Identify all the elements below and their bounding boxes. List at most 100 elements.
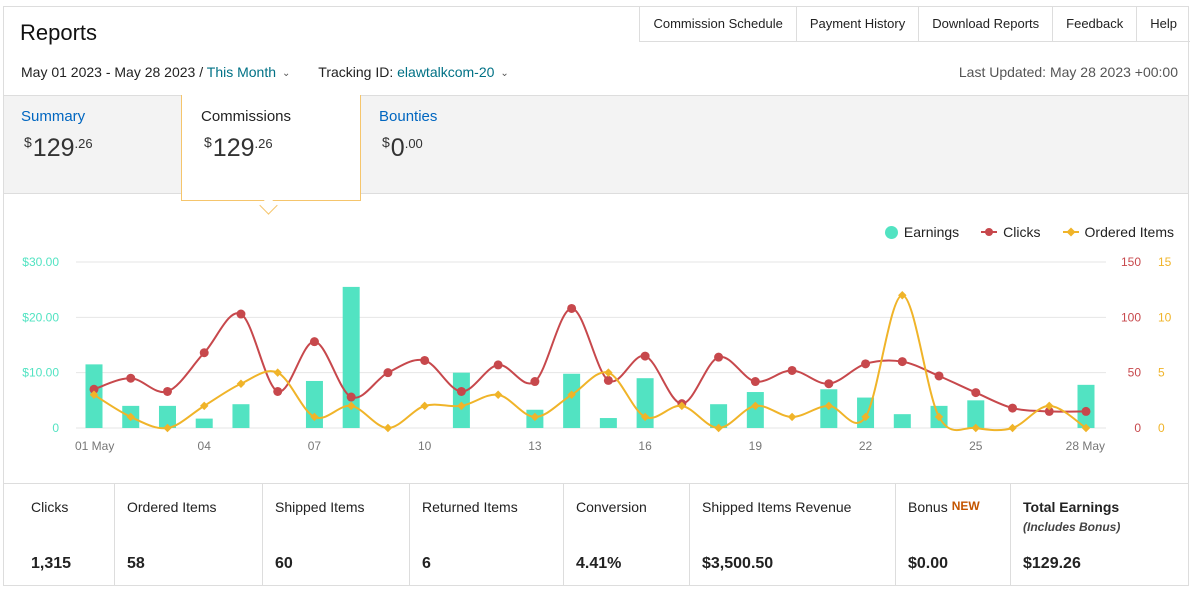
help-link[interactable]: Help — [1150, 16, 1177, 31]
y-right-ordered-tick-label: 10 — [1158, 310, 1172, 324]
commission-schedule-link[interactable]: Commission Schedule — [640, 6, 797, 41]
stat-returned-items-label: Returned Items — [422, 499, 518, 515]
ordered-items-point — [457, 401, 466, 411]
clicks-point — [861, 359, 871, 369]
tab-commissions-label: Commissions — [201, 108, 292, 125]
clicks-point — [603, 375, 613, 385]
stat-ordered-items-value: 58 — [127, 555, 145, 572]
top-nav: Commission Schedule Payment History Down… — [639, 6, 1190, 42]
clicks-point — [934, 371, 944, 381]
clicks-point — [1044, 406, 1054, 416]
legend-ordered-items-label: Ordered Items — [1084, 224, 1174, 240]
clicks-point — [126, 373, 136, 383]
earnings-bar — [158, 405, 176, 428]
ordered-items-point — [199, 401, 209, 411]
earnings-bar — [195, 418, 213, 428]
clicks-point — [199, 348, 209, 358]
y-right-clicks-tick-label: 50 — [1128, 366, 1142, 380]
ordered-items-point — [824, 401, 834, 411]
tab-bounties[interactable]: Bounties $0.00 — [379, 95, 529, 194]
clicks-point — [824, 379, 834, 389]
ordered-items-point — [89, 390, 99, 400]
date-separator: / — [195, 64, 207, 80]
earnings-bar — [636, 378, 654, 428]
x-tick-label: 10 — [418, 439, 432, 453]
y-left-tick-label: $20.00 — [22, 310, 59, 324]
stat-clicks-label: Clicks — [31, 499, 69, 515]
ordered-items-point — [383, 423, 393, 433]
clicks-point — [383, 368, 393, 378]
legend-ordered-items[interactable]: Ordered Items — [1062, 224, 1174, 240]
legend-earnings-label: Earnings — [903, 224, 960, 240]
earnings-bar — [1077, 384, 1095, 428]
stat-conversion-value: 4.41% — [576, 555, 622, 572]
earnings-bar — [232, 404, 250, 428]
stat-total-earnings-value: $129.26 — [1023, 555, 1081, 572]
tab-summary-amount: $129.26 — [24, 134, 93, 162]
stat-shipped-items-label: Shipped Items — [275, 499, 365, 515]
chevron-down-icon[interactable]: ⌄ — [500, 68, 509, 79]
y-left-tick-label: $30.00 — [22, 255, 59, 269]
tracking-id-dropdown[interactable]: elawtalkcom-20 — [397, 64, 495, 80]
clicks-point — [273, 386, 283, 396]
ordered-items-point — [163, 423, 172, 433]
ordered-items-point — [273, 368, 282, 377]
clicks-point — [567, 303, 577, 313]
stat-ordered-items: Ordered Items 58 — [115, 484, 263, 585]
clicks-point — [1081, 406, 1091, 416]
clicks-point — [787, 365, 797, 375]
feedback-link[interactable]: Feedback — [1053, 6, 1138, 41]
ordered-items-point — [126, 412, 135, 422]
ordered-items-point — [971, 423, 981, 433]
earnings-swatch — [884, 225, 898, 239]
stat-clicks: Clicks 1,315 — [4, 484, 115, 585]
y-right-ordered-tick-label: 5 — [1158, 366, 1165, 380]
download-reports-link[interactable]: Download Reports — [919, 6, 1054, 41]
stats-bar: Clicks 1,315 Ordered Items 58 Shipped Items 6… — [4, 483, 1188, 586]
clicks-point — [89, 384, 99, 394]
payment-history-link[interactable]: Payment History — [797, 6, 920, 41]
legend-earnings[interactable]: Earnings — [884, 224, 960, 240]
ordered-items-point — [714, 423, 723, 433]
stat-total-earnings-note: (Includes Bonus) — [1023, 520, 1121, 534]
ordered-items-point — [604, 368, 613, 377]
clicks-point — [493, 360, 503, 370]
ordered-items-point — [787, 412, 797, 422]
clicks-line — [93, 307, 1087, 413]
ordered-items-point — [677, 401, 687, 411]
ordered-items-point — [530, 412, 540, 422]
stat-bonus-label: Bonus NEW — [908, 499, 980, 515]
x-tick-label: 16 — [638, 439, 652, 453]
legend-clicks[interactable]: Clicks — [981, 224, 1041, 240]
stat-bonus: Bonus NEW $0.00 — [896, 484, 1011, 585]
stat-shipped-items-revenue: Shipped Items Revenue $3,500.50 — [690, 484, 896, 585]
ordered-items-point — [420, 401, 429, 411]
x-tick-label: 28 May — [1066, 439, 1105, 453]
tab-summary[interactable]: Summary $129.26 — [21, 95, 171, 194]
clicks-point — [530, 377, 540, 387]
earnings-bar — [563, 373, 581, 428]
date-range-text: May 01 2023 - May 28 2023 — [21, 64, 196, 80]
y-right-ordered-tick-label: 15 — [1158, 255, 1172, 269]
clicks-swatch — [981, 228, 998, 236]
earnings-bar — [599, 418, 617, 428]
tab-bounties-amount: $0.00 — [382, 134, 423, 162]
ordered-items-point — [1008, 423, 1017, 433]
stat-total-earnings-label: Total Earnings — [1023, 499, 1120, 515]
earnings-bar — [305, 380, 323, 428]
ordered-items-point — [751, 401, 760, 411]
chart-legend: Earnings Clicks Ordered Items — [884, 224, 1174, 240]
y-right-clicks-tick-label: 150 — [1121, 255, 1141, 269]
tab-commissions-amount: $129.26 — [204, 134, 273, 162]
ordered-items-point — [1045, 401, 1054, 411]
chevron-down-icon[interactable]: ⌄ — [282, 68, 291, 79]
earnings-bar — [893, 414, 911, 428]
stat-shipped-items-revenue-label: Shipped Items Revenue — [702, 499, 852, 515]
clicks-point — [640, 351, 650, 361]
ordered-items-point — [640, 412, 650, 422]
period-dropdown[interactable]: This Month — [206, 64, 277, 80]
clicks-point — [346, 392, 356, 402]
x-tick-label: 22 — [859, 439, 873, 453]
date-filter-row: May 01 2023 - May 28 2023 / This Month ⌄ … — [21, 64, 509, 80]
x-tick-label: 04 — [198, 439, 212, 453]
